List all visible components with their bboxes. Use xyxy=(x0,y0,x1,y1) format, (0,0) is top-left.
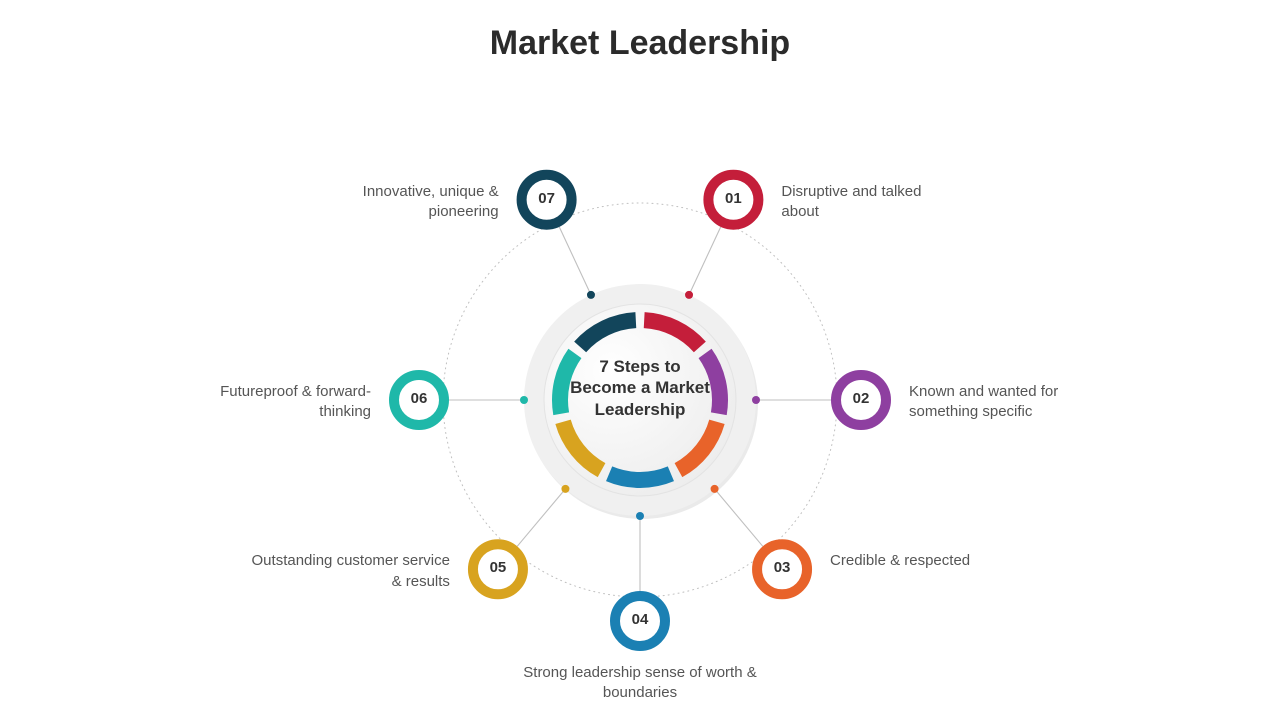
step-caption: Credible & respected xyxy=(830,551,990,571)
step-caption: Outstanding customer service & results xyxy=(240,551,450,592)
step-number: 07 xyxy=(517,190,577,207)
hub-text: 7 Steps to Become a Market Leadership xyxy=(565,356,715,420)
step-number: 01 xyxy=(703,190,763,207)
step-caption: Futureproof & forward- thinking xyxy=(201,382,371,423)
step-number: 04 xyxy=(610,611,670,628)
step-number: 03 xyxy=(752,559,812,576)
step-caption: Known and wanted for something specific xyxy=(909,382,1119,423)
diagram-stage: 7 Steps to Become a Market Leadership 01… xyxy=(0,0,1280,720)
step-caption: Disruptive and talked about xyxy=(781,182,961,223)
step-number: 02 xyxy=(831,390,891,407)
step-caption: Innovative, unique & pioneering xyxy=(309,182,499,223)
step-number: 05 xyxy=(468,559,528,576)
step-caption: Strong leadership sense of worth & bound… xyxy=(510,663,770,704)
step-number: 06 xyxy=(389,390,449,407)
